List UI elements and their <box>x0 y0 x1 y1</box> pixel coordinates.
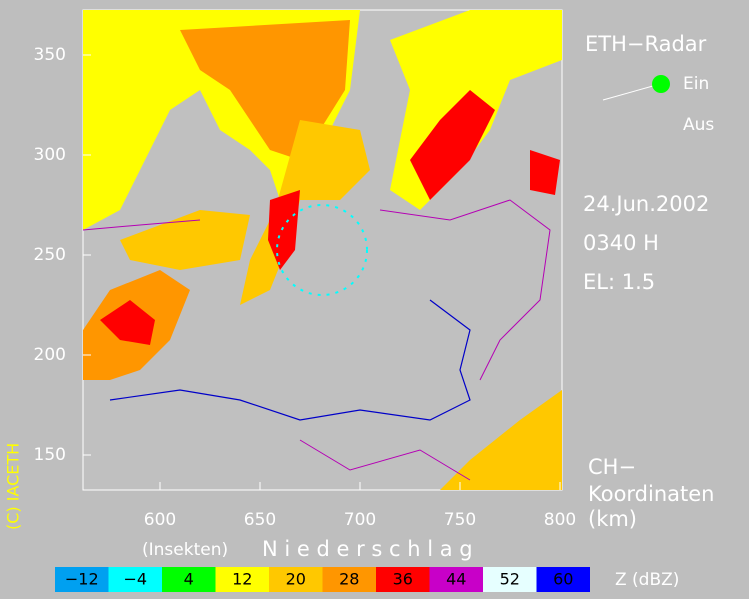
legend-insects: (Insekten) <box>142 540 228 560</box>
title: ETH−Radar <box>585 32 707 56</box>
border <box>109 299 471 421</box>
y-tick-label: 300 <box>34 145 66 165</box>
switch-on: Ein <box>683 74 709 94</box>
echo-west-core <box>100 300 155 345</box>
echo-ne-core <box>410 90 495 200</box>
x-tick-label: 750 <box>444 510 476 530</box>
x-tick-label: 800 <box>544 510 576 530</box>
border-outer <box>83 199 551 481</box>
legend-label: 52 <box>500 570 520 589</box>
switch-on-indicator <box>652 75 670 93</box>
echo-band <box>240 120 370 305</box>
legend-swatch <box>429 567 483 592</box>
coords-line2: Koordinaten <box>588 482 715 506</box>
legend-precip: N i e d e r s c h l a g <box>262 537 473 561</box>
y-tick-label: 350 <box>34 45 66 65</box>
echo-south-east <box>440 390 562 490</box>
y-tick-label: 250 <box>34 245 66 265</box>
y-tick-label: 150 <box>34 445 66 465</box>
echo-mid-west <box>120 210 250 270</box>
legend-swatch <box>162 567 216 592</box>
y-tick-label: 200 <box>34 345 66 365</box>
x-tick-label: 600 <box>144 510 176 530</box>
legend-label: −12 <box>65 570 99 589</box>
legend-label: −4 <box>123 570 147 589</box>
copyright: (C) IACETH <box>4 443 23 530</box>
legend-label: 36 <box>393 570 413 589</box>
legend-label: 12 <box>232 570 252 589</box>
legend-label: 60 <box>553 570 573 589</box>
echo-east <box>530 150 560 195</box>
legend-label: 44 <box>446 570 466 589</box>
legend-swatch <box>483 567 537 592</box>
x-tick-label: 700 <box>344 510 376 530</box>
legend-unit: Z (dBZ) <box>615 570 679 590</box>
legend-label: 4 <box>184 570 194 589</box>
legend-label: 20 <box>286 570 306 589</box>
coords-line1: CH− <box>588 455 636 479</box>
coords-unit: (km) <box>588 507 637 531</box>
legend-swatch <box>322 567 376 592</box>
legend-swatch <box>215 567 269 592</box>
echo-cell <box>268 190 300 270</box>
legend-swatch <box>536 567 590 592</box>
switch-line <box>602 83 661 101</box>
x-tick-label: 650 <box>244 510 276 530</box>
legend-label: 28 <box>339 570 359 589</box>
switch-off: Aus <box>683 115 714 135</box>
legend-swatch <box>108 567 162 592</box>
legend-swatch <box>376 567 430 592</box>
date: 24.Jun.2002 <box>583 192 709 216</box>
elevation: EL: 1.5 <box>583 270 655 294</box>
time: 0340 H <box>583 231 659 255</box>
legend-swatch <box>269 567 323 592</box>
legend-swatch <box>55 567 109 592</box>
clutter-ring <box>276 204 368 296</box>
radar-map <box>82 9 563 491</box>
